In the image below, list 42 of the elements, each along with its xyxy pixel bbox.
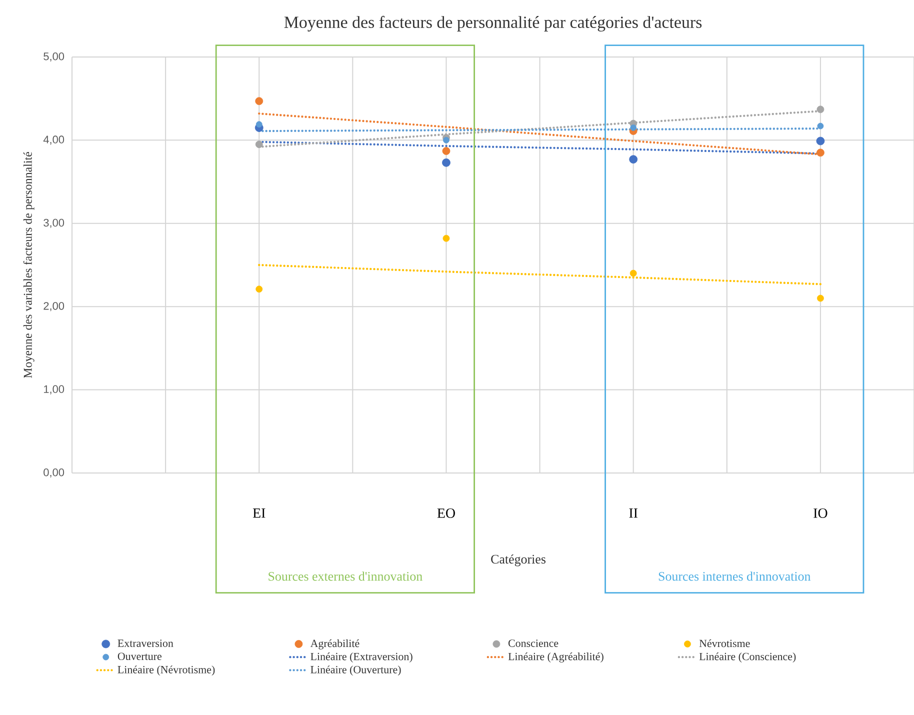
y-tick-label: 0,00	[44, 468, 64, 478]
point	[255, 140, 263, 148]
point	[816, 106, 824, 114]
y-axis-title: Moyenne des variables facteurs de personnalité	[23, 152, 34, 378]
point	[443, 136, 450, 144]
point	[630, 124, 637, 131]
legend-label: Linéaire (Ouverture)	[310, 666, 401, 676]
legend-label: Agréabilité	[310, 639, 360, 650]
point	[442, 158, 450, 167]
y-tick-label: 3,00	[44, 218, 64, 228]
point	[442, 234, 450, 242]
x-axis-title: Catégories	[491, 554, 546, 566]
x-tick-label: EO	[437, 508, 455, 518]
x-tick-label: EI	[252, 508, 266, 518]
legend-label: Extraversion	[118, 640, 174, 647]
point	[630, 270, 637, 277]
y-tick-label: 2,00	[44, 302, 64, 312]
point	[817, 294, 824, 302]
y-tick-label: 4,00	[43, 136, 64, 145]
line-series	[258, 264, 822, 286]
point	[816, 136, 825, 146]
x-tick-label: II	[629, 508, 638, 518]
legend-label: Linéaire (Conscience)	[699, 652, 796, 662]
source-note: Sources internes d'innovation	[658, 572, 811, 581]
x-tick-label: IO	[814, 508, 828, 518]
y-tick-label: 5,00	[44, 52, 64, 62]
legend-label: Linéaire (Extraversion)	[310, 652, 412, 662]
source-note: Sources externes d'innovation	[268, 572, 422, 581]
chart-title: Moyenne des facteurs de personnalité par catégories d'acteurs	[284, 16, 702, 32]
legend-label: Conscience	[508, 640, 558, 647]
legend-label: Linéaire (Agréabilité)	[508, 652, 604, 662]
point	[629, 155, 638, 164]
y-tick-label: 1,00	[44, 385, 64, 394]
legend-label: Ouverture	[118, 652, 162, 660]
point	[442, 147, 450, 155]
point	[817, 122, 824, 130]
point	[256, 121, 262, 128]
point	[255, 97, 264, 106]
point	[816, 148, 824, 157]
point	[256, 286, 263, 293]
legend-label: Névrotisme	[699, 639, 750, 648]
legend-label: Linéaire (Névrotisme)	[118, 666, 215, 676]
